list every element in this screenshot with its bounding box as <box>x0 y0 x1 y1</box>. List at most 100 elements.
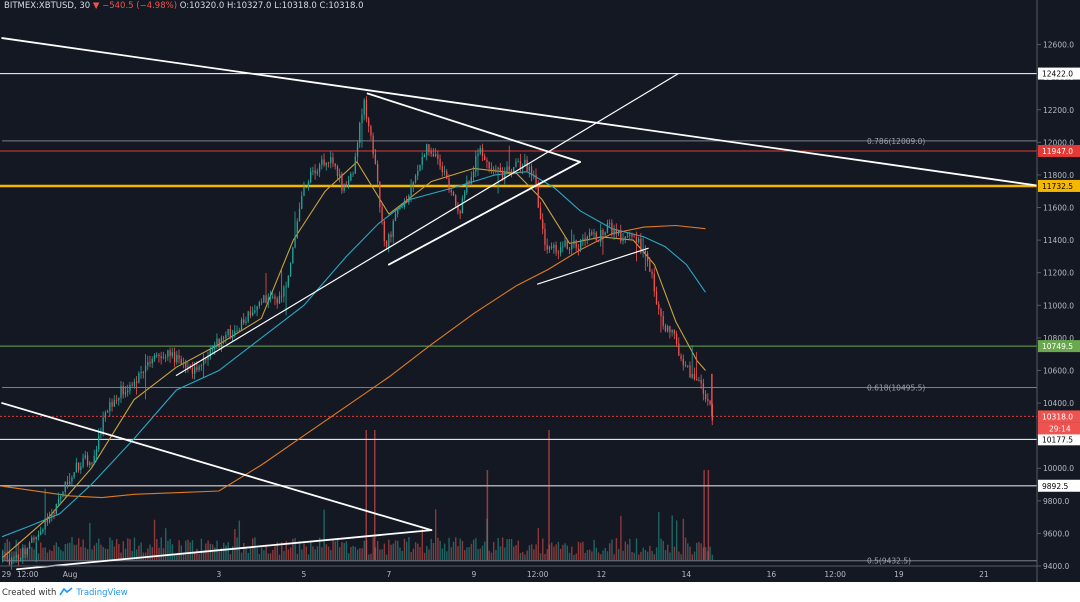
volume-bar <box>218 551 220 560</box>
candle-body <box>472 171 475 177</box>
candle-body <box>305 187 307 189</box>
candle-body <box>111 402 113 407</box>
candle-body <box>642 250 644 253</box>
candle-body <box>194 367 196 374</box>
volume-bar <box>225 545 227 560</box>
candle-body <box>591 232 593 235</box>
price-axis[interactable]: 12600.012400.012200.012000.011800.011600… <box>1036 0 1080 582</box>
volume-bar <box>182 552 185 560</box>
volume-bar <box>40 542 42 560</box>
volume-bar <box>327 546 330 560</box>
candle-body <box>631 234 633 237</box>
candle-body <box>209 349 211 358</box>
candle-body <box>341 174 343 191</box>
candle-body <box>682 358 684 366</box>
candle-body <box>136 381 138 383</box>
candle-body <box>42 529 44 532</box>
candle-body <box>428 144 430 152</box>
trendline[interactable] <box>1 37 1038 187</box>
volume-bar <box>539 553 542 560</box>
volume-bar <box>457 546 459 560</box>
candle-body <box>566 240 568 249</box>
candle-body <box>466 180 468 193</box>
time-axis[interactable]: 29 12:00 Aug 3 5 7 9 12:00 12 14 16 12:00 19 21 <box>0 565 1037 579</box>
trendline[interactable] <box>16 529 433 571</box>
trendline[interactable] <box>537 247 649 285</box>
candle-body <box>69 481 71 485</box>
candle-body <box>24 548 26 555</box>
candle-body <box>499 167 501 171</box>
volume-bar <box>698 541 700 560</box>
volume-bar <box>667 544 669 560</box>
candle-body <box>243 319 245 323</box>
volume-bar <box>660 538 662 560</box>
candle-body <box>124 392 127 395</box>
volume-bar <box>383 543 386 560</box>
candle-body <box>140 372 142 374</box>
candle-body <box>301 196 303 209</box>
level-price-tag-text: 10177.5 <box>1042 435 1073 444</box>
time-tick-label: 12 <box>597 570 607 579</box>
time-tick-label: 5 <box>301 570 306 579</box>
candle-body <box>53 513 55 515</box>
chart-svg[interactable]: 0.786(12009.0)0.618(10495.5)0.5(9432.5) … <box>0 0 1080 582</box>
volume-bar <box>57 546 60 560</box>
volume-bar <box>115 539 118 560</box>
candle-body <box>633 236 635 238</box>
time-tick-label: 3 <box>216 570 221 579</box>
candle-body <box>223 337 225 339</box>
trendline[interactable] <box>366 92 582 163</box>
trendline[interactable] <box>387 161 582 266</box>
candle-body <box>568 248 571 250</box>
candle-body <box>13 557 15 559</box>
volume-bar <box>604 547 606 560</box>
volume-bar <box>684 537 687 560</box>
trendline[interactable] <box>1 402 433 532</box>
candles-layer <box>2 96 713 570</box>
volume-bar <box>223 542 225 560</box>
volume-bar <box>247 552 249 560</box>
volume-bar <box>506 539 508 560</box>
volume-bar <box>129 539 131 560</box>
candle-body <box>171 352 173 357</box>
volume-bar <box>546 549 548 560</box>
volume-bar <box>405 541 408 560</box>
volume-bar <box>399 547 401 560</box>
volume-bar <box>334 541 336 560</box>
volume-bar <box>93 545 96 560</box>
volume-bar <box>158 547 160 560</box>
volume-bar <box>118 544 120 560</box>
candle-body <box>379 181 381 208</box>
candle-body <box>376 163 379 182</box>
volume-bar <box>463 550 466 560</box>
candle-body <box>106 411 109 413</box>
volume-bar <box>296 553 299 560</box>
volume-bar <box>258 553 261 560</box>
trendline[interactable] <box>175 73 679 376</box>
candle-body <box>419 164 421 171</box>
volume-spike-bar <box>703 470 705 560</box>
candle-body <box>321 159 323 165</box>
volume-bar <box>46 552 49 560</box>
volume-bar <box>519 553 522 560</box>
volume-bar <box>682 518 685 560</box>
volume-bar <box>593 539 595 560</box>
volume-bar <box>537 528 540 560</box>
candle-body <box>361 114 363 123</box>
candle-body <box>287 275 290 287</box>
chart-panel[interactable]: 0.786(12009.0) 0.618(10495.5) 0.5(9432.5) … <box>0 0 1080 582</box>
volume-bar <box>515 545 517 560</box>
time-tick-label: 19 <box>894 570 904 579</box>
volume-bar <box>432 542 435 560</box>
tradingview-link[interactable]: TradingView <box>76 588 128 598</box>
candle-body <box>356 143 359 157</box>
volume-bar <box>48 549 51 560</box>
volume-bar <box>292 538 294 560</box>
candle-body <box>551 246 553 248</box>
time-tick-label: 12:00 <box>527 570 549 579</box>
candle-body <box>370 126 372 136</box>
volume-bar <box>136 549 138 560</box>
volume-bar <box>403 538 406 560</box>
volume-bar <box>673 546 676 560</box>
volume-bar <box>263 550 265 560</box>
